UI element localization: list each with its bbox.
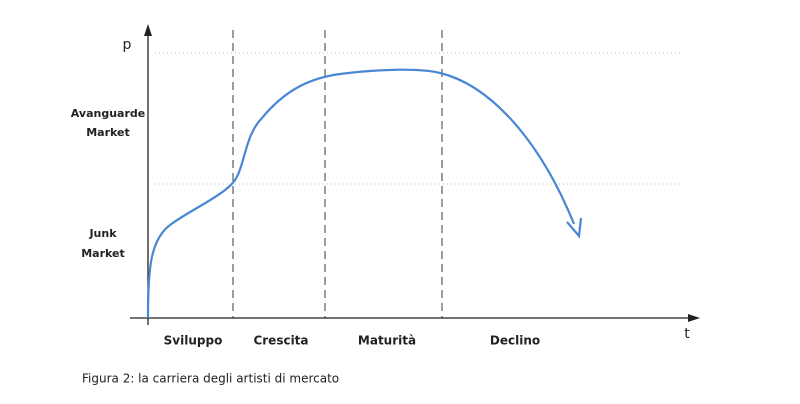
phase-dividers [232,30,443,318]
caption: Figura 2: la carriera degli artisti di m… [82,372,339,386]
x-axis-label: t [684,326,690,342]
career-curve [146,68,576,319]
level-label: Junk [88,227,117,240]
x-axis-arrow [688,314,700,322]
phase-label: Declino [490,334,540,348]
y-axis-arrow [144,24,152,36]
phase-label: Crescita [253,334,308,348]
curve-arrowhead [566,217,583,239]
level-label: Market [81,247,125,260]
level-label: Market [86,126,130,139]
phase-label: Sviluppo [164,334,223,348]
y-axis-label: p [123,37,132,53]
phase-label: Maturità [358,334,416,348]
level-label: Avanguarde [71,107,145,120]
